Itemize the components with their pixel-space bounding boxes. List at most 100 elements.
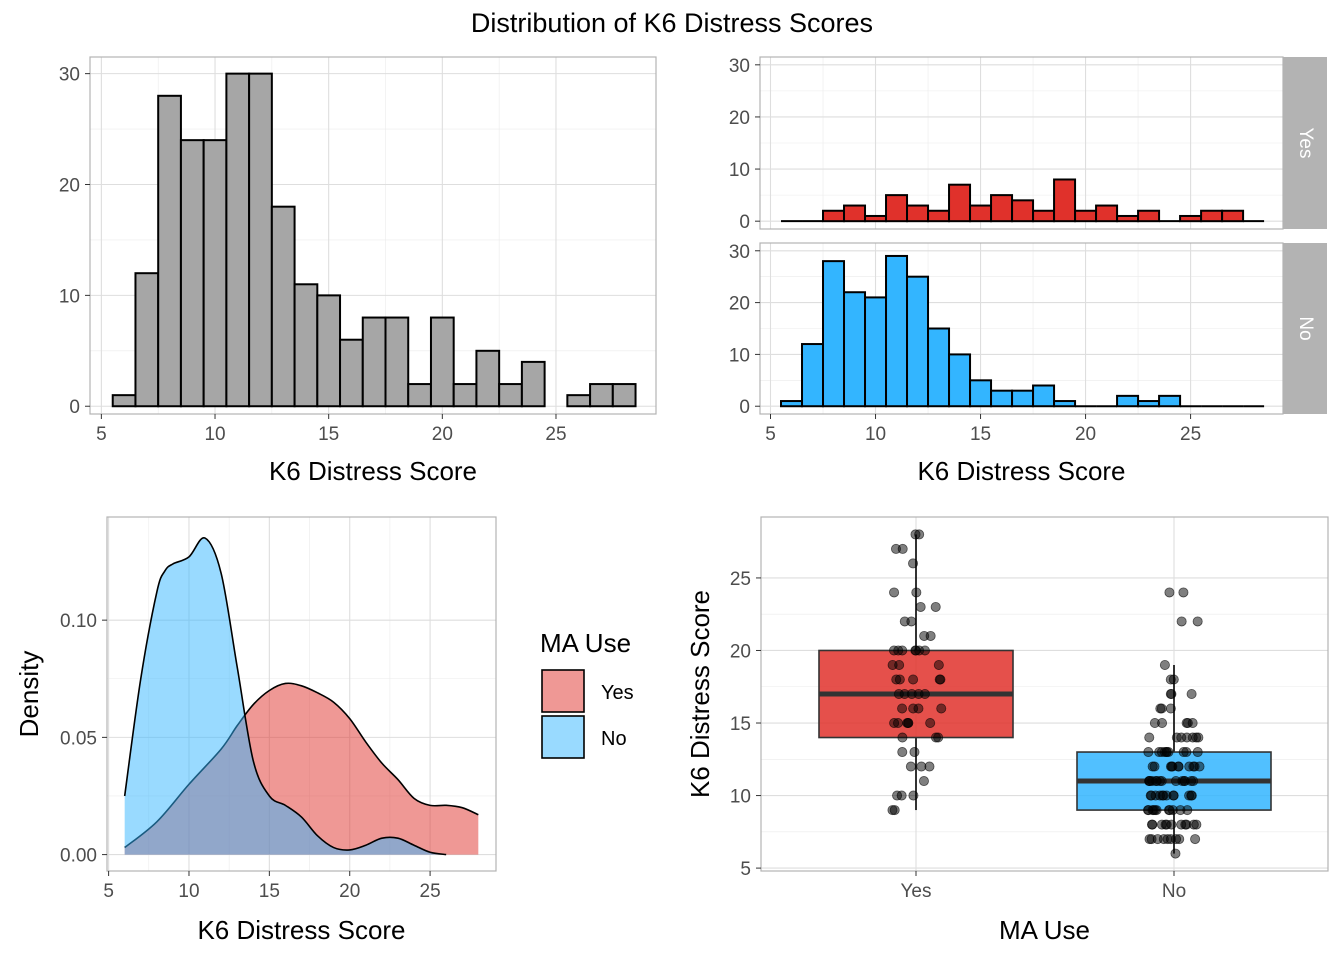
histogram-bar (520, 360, 546, 408)
data-point (1161, 819, 1172, 830)
y-tick-label: 10 (729, 345, 750, 366)
bars (111, 72, 637, 408)
histogram-bar (1116, 394, 1140, 408)
histogram-bar (1032, 384, 1056, 408)
data-point (1168, 674, 1179, 685)
bars (780, 254, 1265, 408)
x-axis-title: K6 Distress Score (269, 456, 477, 486)
facet-no: 0 10 20 30 No (729, 242, 1327, 418)
histogram-bar (384, 316, 410, 408)
legend-title: MA Use (540, 628, 631, 658)
data-point (1146, 790, 1157, 801)
data-point (903, 718, 914, 729)
histogram-bar (1179, 214, 1203, 223)
data-point (1157, 718, 1168, 729)
histogram-bar (611, 383, 637, 408)
data-point (1176, 819, 1187, 830)
y-tick-label: 0 (69, 397, 80, 418)
histogram-bar (843, 204, 867, 223)
x-tick-label: 10 (204, 424, 225, 445)
data-point (1171, 834, 1182, 845)
y-tick-label: 10 (730, 787, 751, 808)
panel-border (760, 516, 1329, 872)
data-point (1143, 805, 1154, 816)
data-point (896, 790, 907, 801)
x-tick-label: 10 (865, 424, 886, 445)
data-point (1186, 776, 1197, 787)
data-point (899, 616, 910, 627)
data-point (1184, 790, 1195, 801)
y-axis-title: K6 Distress Score (685, 590, 715, 798)
histogram-bar (1053, 400, 1077, 408)
data-point (1164, 587, 1175, 598)
data-point (905, 761, 916, 772)
x-axis-title: MA Use (999, 915, 1090, 945)
data-point (908, 674, 919, 685)
data-point (1178, 587, 1189, 598)
data-point (889, 587, 900, 598)
histogram-bar (885, 194, 909, 223)
y-tick-label: 20 (730, 641, 751, 662)
density-panel: 0.00 0.05 0.10 5 10 15 20 25 K6 Distress Score De… (14, 516, 634, 945)
data-point (897, 703, 908, 714)
histogram-bar (1011, 389, 1035, 408)
histogram-bar (1095, 204, 1119, 223)
data-point (1186, 689, 1197, 700)
data-point (887, 659, 898, 670)
y-tick-label: 0.05 (60, 728, 97, 749)
x-tick-label: 20 (432, 424, 453, 445)
box-yes (818, 529, 1014, 816)
data-point (1149, 761, 1160, 772)
data-point (913, 703, 924, 714)
histogram-bar (969, 204, 993, 223)
data-point (924, 761, 935, 772)
x-tick-label: No (1162, 881, 1186, 902)
y-tick-label: 10 (729, 160, 750, 181)
data-point (930, 732, 941, 743)
data-point (909, 747, 920, 758)
histogram-bar (1221, 209, 1245, 223)
data-point (1144, 776, 1155, 787)
facet-strip-label: Yes (1295, 128, 1316, 159)
x-tick-label: 15 (318, 424, 339, 445)
histogram-bar (927, 209, 951, 223)
histogram-bar (864, 296, 888, 408)
data-point (918, 776, 929, 787)
histogram-bar (452, 383, 478, 408)
histogram-bar (361, 316, 387, 408)
data-point (1190, 834, 1201, 845)
histogram-bar (339, 338, 364, 408)
data-point (1165, 703, 1176, 714)
data-point (919, 630, 930, 641)
histogram-bar (1137, 209, 1161, 223)
x-tick-label: 20 (1075, 424, 1096, 445)
histogram-bar (1011, 199, 1035, 223)
histogram-bar (885, 254, 909, 408)
box-no (1076, 587, 1272, 859)
data-point (1189, 761, 1200, 772)
histogram-bar (927, 327, 951, 408)
histogram-bar (498, 383, 523, 408)
y-tick-label: 0.00 (60, 846, 97, 867)
histogram-bar (111, 394, 137, 408)
data-point (894, 674, 905, 685)
data-point (1162, 834, 1173, 845)
histogram-bar (1137, 400, 1161, 408)
y-tick-label: 20 (59, 176, 80, 197)
jitter-points (887, 529, 947, 816)
data-point (1166, 689, 1177, 700)
facet-strip (1283, 57, 1327, 229)
data-point (1182, 805, 1193, 816)
data-point (919, 689, 930, 700)
data-point (1187, 718, 1198, 729)
x-tick-label: 25 (1180, 424, 1201, 445)
histogram-bar (843, 291, 867, 408)
histogram-bar (134, 272, 160, 408)
data-point (1143, 747, 1154, 758)
data-point (1167, 761, 1178, 772)
data-point (914, 529, 925, 540)
histogram-bar (157, 94, 182, 408)
x-tick-label: 5 (103, 881, 114, 902)
data-point (1176, 616, 1187, 627)
histogram-bar (202, 139, 228, 408)
